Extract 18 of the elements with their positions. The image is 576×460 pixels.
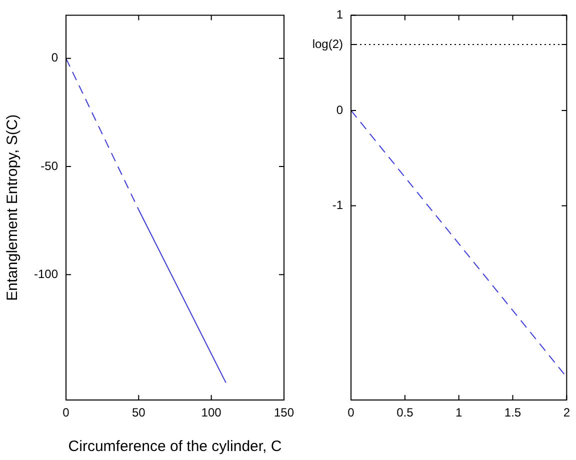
x-tick-label: 2 xyxy=(563,406,570,420)
x-tick-label: 1 xyxy=(455,406,462,420)
x-tick-label: 50 xyxy=(132,406,146,420)
y-tick-label: -50 xyxy=(40,158,58,173)
x-tick-label: 100 xyxy=(201,406,222,420)
y-tick-label: -1 xyxy=(332,198,344,212)
y-tick-label: 1 xyxy=(336,8,344,22)
y-tick-label: 0 xyxy=(51,50,58,65)
y-axis-title: Entanglement Entropy, S(C) xyxy=(4,114,22,301)
y-tick-label: 0 xyxy=(336,102,344,117)
x-tick-label: 0.5 xyxy=(396,406,414,420)
x-tick-label: 1.5 xyxy=(504,406,522,420)
x-tick-label: 150 xyxy=(274,406,294,420)
y-tick-label: log(2) xyxy=(312,36,343,51)
x-axis-title: Circumference of the cylinder, C xyxy=(68,438,282,456)
x-tick-label: 0 xyxy=(62,406,70,420)
x-tick-label: 0 xyxy=(348,406,355,420)
y-tick-label: -100 xyxy=(34,266,58,281)
